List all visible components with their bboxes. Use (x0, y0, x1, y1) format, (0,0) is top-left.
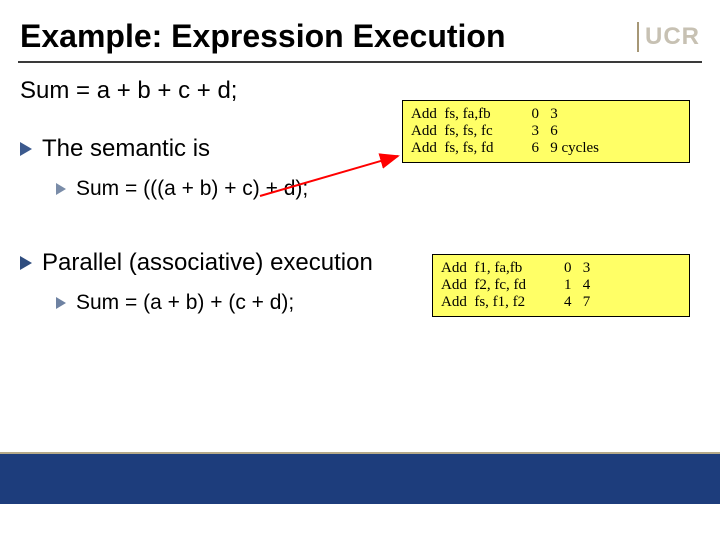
title-row: Example: Expression Execution UCR (0, 0, 720, 61)
bullet-semantic-sub: Sum = (((a + b) + c) + d); (56, 177, 700, 201)
code-box-sequential: Add fs, fa,fb Add fs, fs, fc Add fs, fs,… (402, 100, 690, 163)
chevron-icon (20, 256, 32, 270)
bullet-parallel-label: Parallel (associative) execution (42, 249, 373, 277)
chevron-icon (56, 297, 66, 309)
bullet-semantic-label: The semantic is (42, 135, 210, 163)
chevron-icon (56, 183, 66, 195)
slide-title: Example: Expression Execution (20, 18, 637, 55)
spacer (20, 223, 700, 249)
code-box-parallel-instr: Add f1, fa,fb Add f2, fc, fd Add fs, f1,… (441, 260, 526, 311)
code-box-sequential-cycles: 0 3 3 6 6 9 cycles (532, 106, 599, 157)
bullet-semantic-sub-label: Sum = (((a + b) + c) + d); (76, 177, 308, 201)
slide: Example: Expression Execution UCR Sum = … (0, 0, 720, 540)
code-box-parallel: Add f1, fa,fb Add f2, fc, fd Add fs, f1,… (432, 254, 690, 317)
title-underline (18, 61, 702, 63)
logo-text: UCR (645, 23, 700, 51)
footer-bar (0, 454, 720, 504)
bullet-parallel-sub-label: Sum = (a + b) + (c + d); (76, 291, 294, 315)
logo-separator (637, 22, 639, 52)
code-box-sequential-instr: Add fs, fa,fb Add fs, fs, fc Add fs, fs,… (411, 106, 494, 157)
chevron-icon (20, 142, 32, 156)
logo: UCR (637, 22, 700, 52)
code-box-parallel-cycles: 0 3 1 4 4 7 (564, 260, 590, 311)
